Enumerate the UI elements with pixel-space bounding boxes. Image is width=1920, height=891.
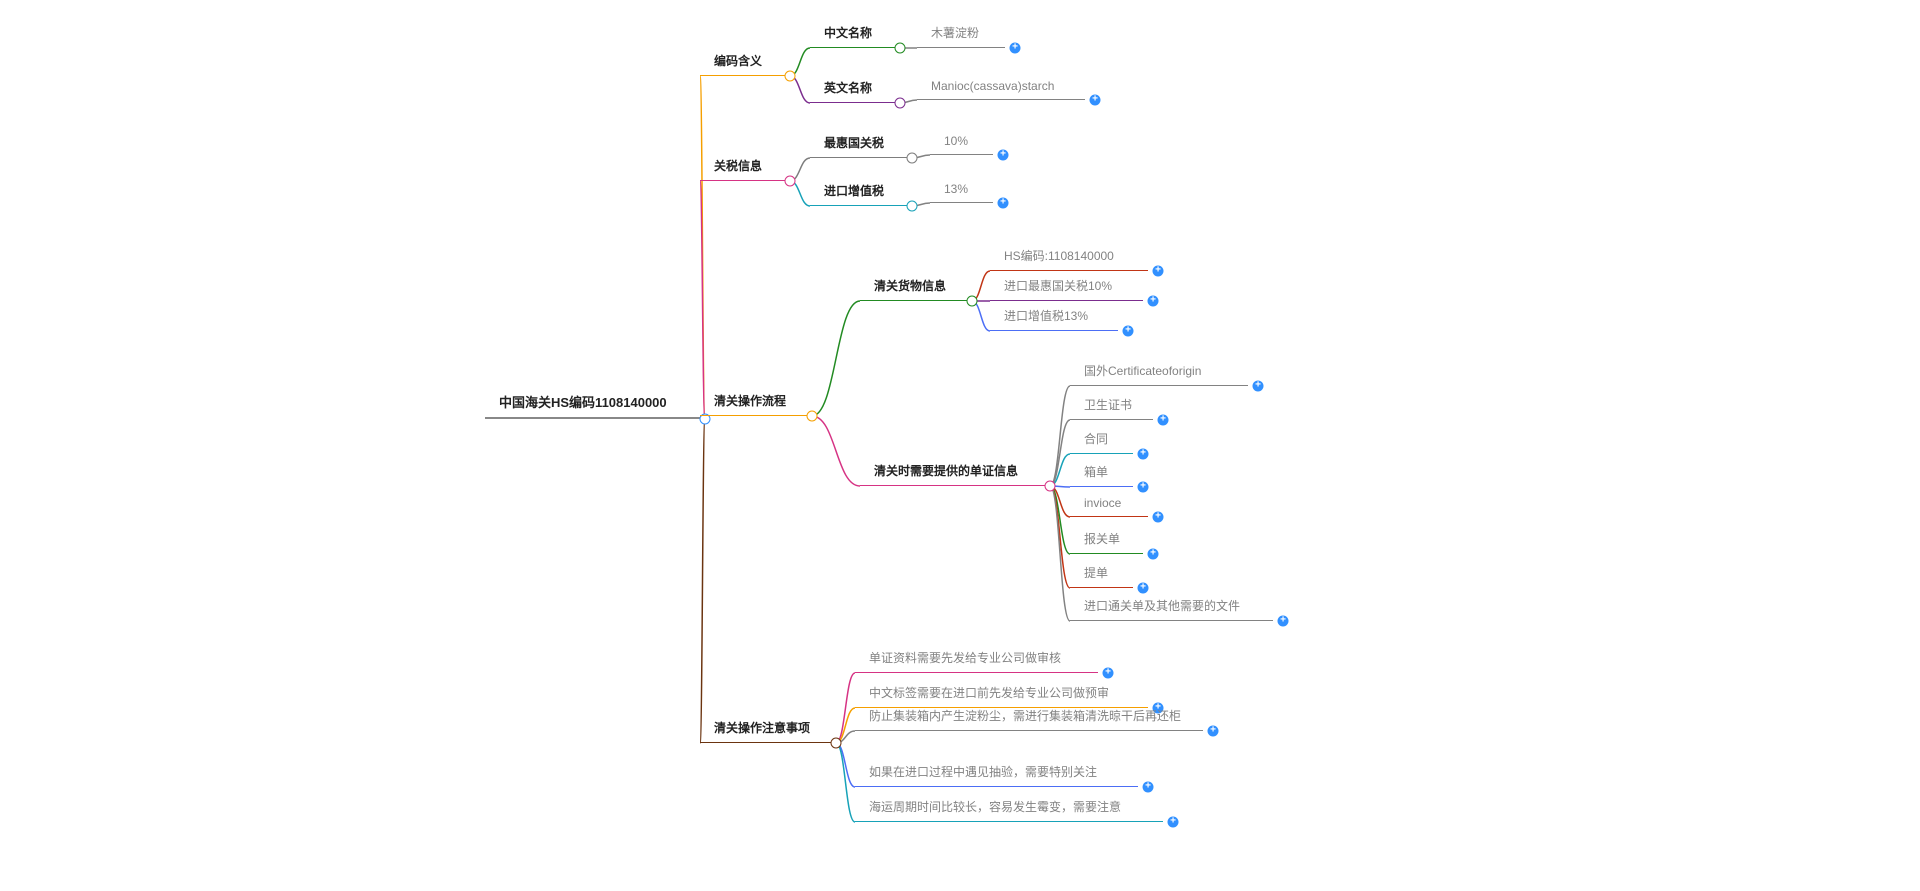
mindmap-node[interactable]: 提单 — [1070, 560, 1133, 588]
mindmap-node[interactable]: 英文名称 — [810, 75, 898, 103]
mindmap-node[interactable]: 清关货物信息 — [860, 273, 970, 301]
node-dot — [967, 296, 978, 307]
mindmap-node[interactable]: 清关时需要提供的单证信息 — [860, 458, 1048, 486]
mindmap-node[interactable]: 防止集装箱内产生淀粉尘，需进行集装箱清洗晾干后再还柜 — [855, 705, 1203, 731]
mindmap-node[interactable]: 木薯淀粉 — [917, 20, 1005, 48]
expand-icon[interactable]: + — [1010, 43, 1021, 54]
mindmap-node[interactable]: 13% — [930, 178, 993, 203]
mindmap-node[interactable]: 清关操作注意事项 — [700, 715, 834, 743]
expand-icon[interactable]: + — [1158, 415, 1169, 426]
mindmap-node[interactable]: 进口最惠国关税10% — [990, 273, 1143, 301]
mindmap-node[interactable]: Manioc(cassava)starch — [917, 75, 1085, 100]
expand-icon[interactable]: + — [1138, 449, 1149, 460]
expand-icon[interactable]: + — [998, 150, 1009, 161]
mindmap-node[interactable]: 合同 — [1070, 426, 1133, 454]
mindmap-node[interactable]: 关税信息 — [700, 153, 788, 181]
expand-icon[interactable]: + — [1138, 583, 1149, 594]
node-dot — [895, 98, 906, 109]
expand-icon[interactable]: + — [1208, 726, 1219, 737]
expand-icon[interactable]: + — [1090, 95, 1101, 106]
mindmap-node[interactable]: 进口增值税 — [810, 178, 910, 206]
expand-icon[interactable]: + — [1148, 549, 1159, 560]
mindmap-node[interactable]: 海运周期时间比较长，容易发生霉变，需要注意 — [855, 794, 1163, 822]
mindmap-node[interactable]: 箱单 — [1070, 459, 1133, 487]
mindmap-node[interactable]: 报关单 — [1070, 526, 1143, 554]
expand-icon[interactable]: + — [1168, 817, 1179, 828]
mindmap-node[interactable]: 国外Certificateoforigin — [1070, 358, 1248, 386]
mindmap-node[interactable]: 进口通关单及其他需要的文件 — [1070, 593, 1273, 621]
expand-icon[interactable]: + — [1148, 296, 1159, 307]
mindmap-node[interactable]: 清关操作流程 — [700, 388, 810, 416]
mindmap-node[interactable]: 中文名称 — [810, 20, 898, 48]
mindmap-node[interactable]: 单证资料需要先发给专业公司做审核 — [855, 645, 1098, 673]
node-dot — [785, 176, 796, 187]
mindmap-node[interactable]: 10% — [930, 130, 993, 155]
expand-icon[interactable]: + — [1153, 266, 1164, 277]
expand-icon[interactable]: + — [998, 198, 1009, 209]
expand-icon[interactable]: + — [1138, 482, 1149, 493]
node-dot — [895, 43, 906, 54]
node-dot — [831, 738, 842, 749]
expand-icon[interactable]: + — [1123, 326, 1134, 337]
mindmap-node[interactable]: 编码含义 — [700, 48, 788, 76]
mindmap-node[interactable]: 中国海关HS编码1108140000 — [485, 388, 703, 419]
mindmap-node[interactable]: 如果在进口过程中遇见抽验，需要特别关注 — [855, 759, 1138, 787]
node-dot — [907, 153, 918, 164]
node-dot — [907, 201, 918, 212]
expand-icon[interactable]: + — [1153, 512, 1164, 523]
mindmap-node[interactable]: 进口增值税13% — [990, 303, 1118, 331]
node-dot — [1045, 481, 1056, 492]
expand-icon[interactable]: + — [1278, 616, 1289, 627]
node-dot — [807, 411, 818, 422]
expand-icon[interactable]: + — [1103, 668, 1114, 679]
mindmap-node[interactable]: 中文标签需要在进口前先发给专业公司做预审 — [855, 680, 1148, 708]
mindmap-node[interactable]: invioce — [1070, 492, 1148, 517]
expand-icon[interactable]: + — [1143, 782, 1154, 793]
node-dot — [785, 71, 796, 82]
expand-icon[interactable]: + — [1253, 381, 1264, 392]
mindmap-node[interactable]: HS编码:1108140000 — [990, 243, 1148, 271]
mindmap-node[interactable]: 卫生证书 — [1070, 392, 1153, 420]
mindmap-node[interactable]: 最惠国关税 — [810, 130, 910, 158]
